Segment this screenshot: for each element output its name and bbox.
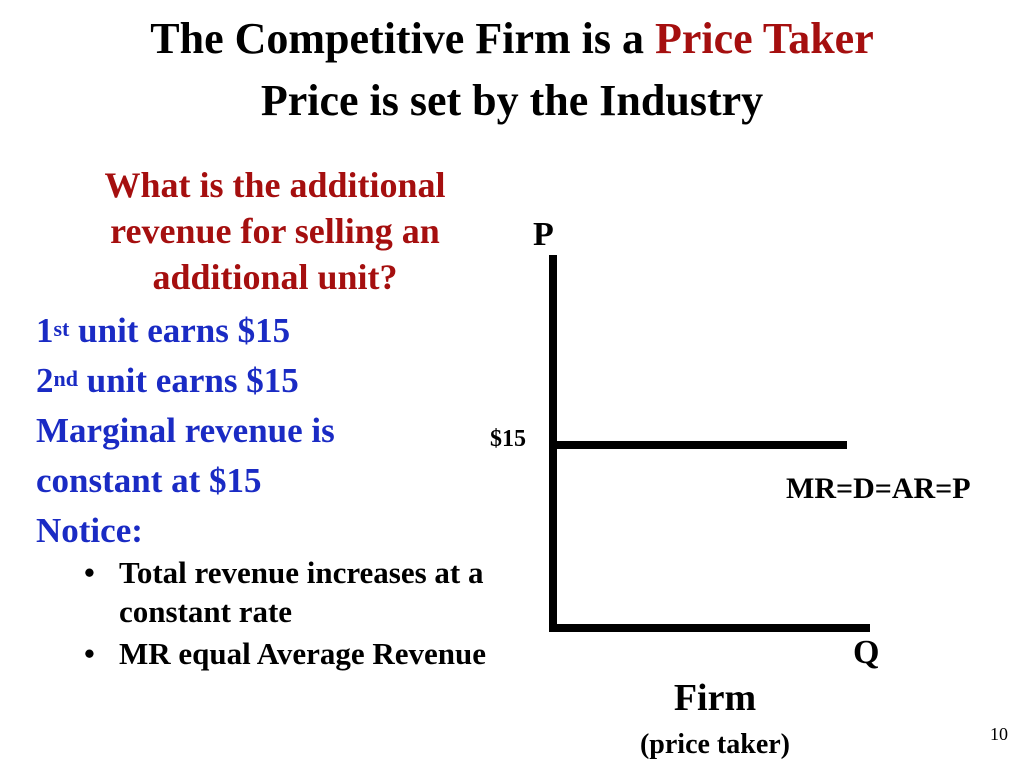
- unit-1-suffix: st: [53, 316, 70, 341]
- graph-caption: Firm: [673, 677, 757, 719]
- unit-2-line: 2nd unit earns $15: [36, 356, 516, 406]
- unit-1-text: unit earns $15: [69, 311, 291, 350]
- notice-bullet-list: • Total revenue increases at a constant r…: [82, 553, 522, 676]
- notice-heading: Notice:: [36, 511, 143, 550]
- y-axis-label: P: [533, 216, 554, 253]
- page-number: 10: [990, 724, 1008, 744]
- curve-label: MR=D=AR=P: [786, 472, 971, 505]
- slide-title-line-1: The Competitive Firm is a Price Taker: [0, 14, 1024, 64]
- bullet-text: Total revenue increases at a constant ra…: [119, 555, 484, 629]
- unit-2-suffix: nd: [53, 366, 78, 391]
- slide-title-line-2: Price is set by the Industry: [260, 76, 764, 125]
- bullet-text: MR equal Average Revenue: [119, 636, 487, 671]
- title-prefix: The Competitive Firm is a: [150, 14, 655, 63]
- bullet-dot-icon: •: [84, 555, 95, 590]
- bullet-item: • Total revenue increases at a constant r…: [82, 553, 522, 631]
- bullet-dot-icon: •: [84, 636, 95, 671]
- unit-1-line: 1st unit earns $15: [36, 306, 516, 356]
- explanation-block: 1st unit earns $15 2nd unit earns $15 Ma…: [36, 306, 516, 556]
- price-tick-label: $15: [490, 426, 526, 452]
- unit-1-number: 1: [36, 311, 54, 350]
- bullet-item: • MR equal Average Revenue: [82, 634, 522, 673]
- marginal-revenue-line-2: constant at $15: [36, 461, 262, 500]
- question-text: What is the additional revenue for selli…: [104, 165, 446, 297]
- marginal-revenue-line-1: Marginal revenue is: [36, 411, 335, 450]
- graph-subcaption: (price taker): [639, 729, 791, 760]
- unit-2-number: 2: [36, 361, 54, 400]
- unit-2-text: unit earns $15: [77, 361, 299, 400]
- title-highlight: Price Taker: [654, 14, 874, 63]
- x-axis-label: Q: [853, 634, 880, 671]
